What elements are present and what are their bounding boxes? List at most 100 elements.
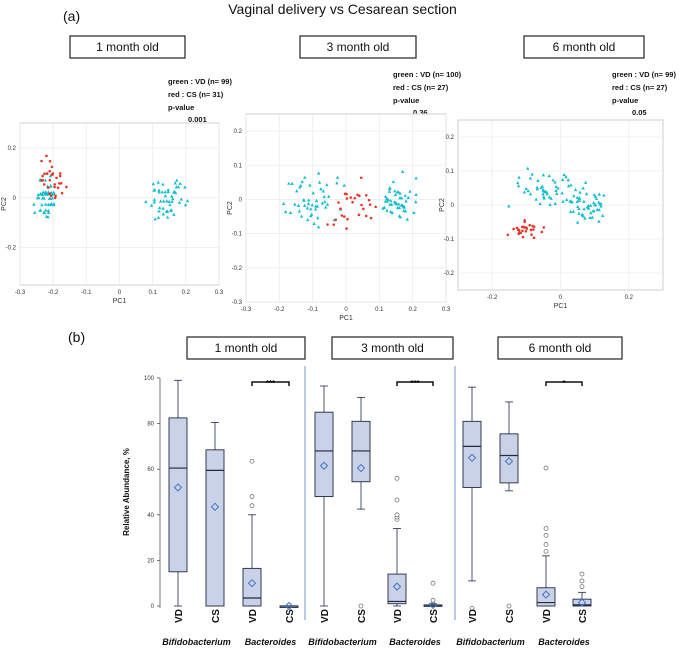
vd-point: [161, 212, 166, 216]
box-y-tick-label: 0: [151, 604, 155, 610]
vd-point: [394, 201, 398, 205]
vd-point: [534, 197, 538, 201]
pvalue-label: p-value: [612, 96, 638, 105]
mean-diamond: [319, 461, 329, 470]
mean-diamond: [504, 457, 514, 466]
genus-label-bifidobacterium: Bifidobacterium: [308, 637, 377, 647]
vd-point: [342, 183, 346, 187]
vd-point: [385, 208, 389, 212]
vd-point: [161, 206, 165, 210]
vd-point: [581, 186, 585, 190]
cs-point: [49, 194, 53, 198]
vd-point: [38, 208, 43, 212]
vd-point: [414, 176, 418, 180]
vd-point: [582, 207, 586, 211]
legend-vd: green : VD (n= 99): [612, 70, 676, 79]
cs-point: [53, 196, 57, 200]
vd-point: [541, 192, 545, 196]
vd-point: [396, 190, 401, 194]
vd-point: [281, 201, 286, 205]
vd-point: [37, 196, 41, 200]
vd-point: [149, 203, 154, 207]
vd-point: [319, 187, 323, 191]
vd-point: [388, 186, 392, 190]
vd-point: [575, 220, 580, 224]
cs-point: [53, 185, 56, 189]
vd-point: [566, 184, 571, 188]
cs-point: [357, 213, 361, 217]
vd-point: [298, 185, 302, 189]
scatter-x-axis-label: PC1: [339, 315, 353, 322]
mean-diamond: [210, 502, 220, 512]
legend-cs: red : CS (n= 27): [393, 83, 449, 92]
vd-point: [42, 210, 46, 214]
genus-label-bacteroides: Bacteroides: [389, 637, 441, 647]
cs-point: [58, 172, 62, 175]
mean-diamond: [467, 453, 477, 463]
scatter-title: 1 month old: [96, 40, 159, 54]
cs-point: [332, 223, 336, 226]
cs-point: [531, 224, 534, 228]
scatter-x-tick-label: 0.3: [442, 307, 451, 313]
vd-point: [600, 213, 605, 217]
vd-point: [306, 198, 311, 202]
vd-point: [185, 199, 190, 203]
vd-point: [308, 183, 312, 187]
panel-b-label: (b): [68, 329, 86, 345]
box-group-label: VD: [320, 609, 331, 623]
outlier-point: [579, 584, 585, 590]
scatter-x-tick-label: 0: [118, 290, 122, 296]
iqr-box: [387, 573, 407, 605]
outlier-point: [394, 512, 400, 518]
cs-point: [523, 220, 527, 224]
mean-diamond: [247, 578, 257, 588]
cs-point: [521, 235, 525, 239]
vd-point: [545, 192, 549, 196]
vd-point: [157, 190, 161, 194]
scatter-x-tick-label: 0.2: [625, 295, 634, 301]
vd-point: [156, 180, 160, 184]
scatter-y-tick-label: 0.1: [446, 169, 455, 175]
cs-point: [45, 154, 48, 158]
vd-point: [524, 186, 528, 191]
cs-point: [48, 169, 52, 173]
outlier-point: [543, 526, 549, 531]
vd-point: [404, 199, 408, 203]
box-group-label: CS: [429, 609, 440, 623]
vd-point: [311, 191, 315, 195]
vd-point: [323, 205, 328, 209]
outlier-point: [358, 603, 364, 609]
cs-point: [334, 218, 338, 222]
vd-point: [170, 199, 174, 203]
scatter-x-tick-label: 0: [344, 307, 348, 313]
cs-point: [345, 197, 349, 200]
vd-point: [323, 199, 327, 204]
vd-point: [171, 196, 175, 201]
cs-point: [528, 223, 531, 227]
cs-point: [362, 207, 365, 211]
vd-point: [166, 189, 170, 194]
vd-point: [597, 219, 601, 223]
cs-point: [346, 217, 349, 221]
vd-point: [41, 190, 45, 194]
vd-point: [315, 204, 320, 208]
vd-point: [300, 179, 304, 184]
vd-point: [593, 194, 598, 199]
outlier-point: [394, 475, 400, 481]
vd-point: [156, 215, 161, 220]
vd-point: [153, 217, 157, 221]
scatter-y-axis-label: PC2: [439, 198, 446, 212]
cs-point: [517, 232, 520, 236]
scatter-y-tick-label: 0: [13, 196, 17, 202]
vd-point: [549, 196, 553, 200]
cs-point: [517, 228, 521, 232]
vd-point: [564, 175, 568, 179]
vd-point: [49, 202, 54, 206]
vd-point: [566, 178, 570, 182]
cs-point: [343, 192, 347, 196]
vd-point: [306, 201, 311, 206]
vd-point: [408, 189, 412, 193]
cs-point: [520, 225, 524, 229]
vd-point: [50, 196, 55, 200]
vd-point: [572, 194, 576, 198]
